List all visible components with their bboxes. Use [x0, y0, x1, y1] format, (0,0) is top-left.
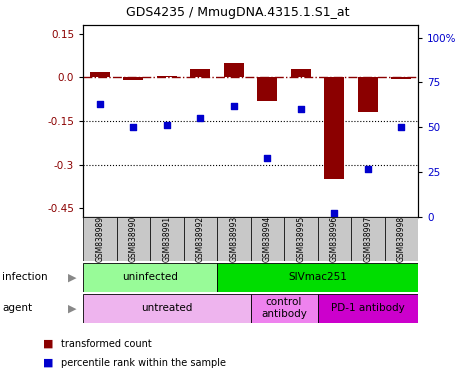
- Bar: [150, 217, 184, 261]
- Point: [331, 210, 338, 217]
- Bar: [124, 77, 143, 80]
- Bar: [351, 217, 385, 261]
- Bar: [324, 77, 344, 179]
- Text: uninfected: uninfected: [122, 272, 178, 283]
- Bar: [391, 77, 411, 79]
- Text: ▶: ▶: [67, 303, 76, 313]
- Text: transformed count: transformed count: [61, 339, 152, 349]
- Text: GSM838998: GSM838998: [397, 216, 406, 262]
- Text: ▶: ▶: [67, 272, 76, 283]
- Point: [96, 101, 104, 107]
- Text: GSM838993: GSM838993: [229, 216, 238, 262]
- Text: ■: ■: [43, 358, 53, 368]
- Text: untreated: untreated: [141, 303, 192, 313]
- Point: [197, 115, 204, 121]
- Bar: [117, 217, 150, 261]
- Bar: [90, 71, 110, 77]
- Point: [364, 166, 371, 172]
- Bar: [184, 217, 217, 261]
- Bar: [190, 69, 210, 77]
- Text: GSM838989: GSM838989: [95, 216, 104, 262]
- Text: GSM838991: GSM838991: [162, 216, 171, 262]
- Bar: [217, 263, 418, 292]
- Point: [264, 155, 271, 161]
- Text: GSM838995: GSM838995: [296, 216, 305, 262]
- Point: [398, 124, 405, 130]
- Bar: [157, 76, 177, 77]
- Text: GSM838992: GSM838992: [196, 216, 205, 262]
- Text: agent: agent: [2, 303, 32, 313]
- Bar: [83, 263, 217, 292]
- Text: control
antibody: control antibody: [261, 297, 307, 319]
- Point: [130, 124, 137, 130]
- Text: PD-1 antibody: PD-1 antibody: [331, 303, 405, 313]
- Bar: [284, 217, 318, 261]
- Bar: [317, 217, 351, 261]
- Bar: [83, 217, 117, 261]
- Bar: [257, 77, 277, 101]
- Bar: [83, 294, 251, 323]
- Text: GSM838994: GSM838994: [263, 216, 272, 262]
- Point: [230, 103, 238, 109]
- Bar: [224, 63, 244, 77]
- Bar: [291, 69, 311, 77]
- Text: GSM838990: GSM838990: [129, 216, 138, 262]
- Bar: [385, 217, 418, 261]
- Point: [163, 122, 171, 129]
- Bar: [217, 217, 251, 261]
- Text: SIVmac251: SIVmac251: [288, 272, 347, 283]
- Bar: [251, 217, 284, 261]
- Text: GSM838996: GSM838996: [330, 216, 339, 262]
- Text: infection: infection: [2, 272, 48, 283]
- Text: ■: ■: [43, 339, 53, 349]
- Text: percentile rank within the sample: percentile rank within the sample: [61, 358, 226, 368]
- Bar: [317, 294, 418, 323]
- Bar: [251, 294, 317, 323]
- Text: GDS4235 / MmugDNA.4315.1.S1_at: GDS4235 / MmugDNA.4315.1.S1_at: [126, 6, 349, 19]
- Point: [297, 106, 304, 113]
- Bar: [358, 77, 378, 112]
- Text: GSM838997: GSM838997: [363, 216, 372, 262]
